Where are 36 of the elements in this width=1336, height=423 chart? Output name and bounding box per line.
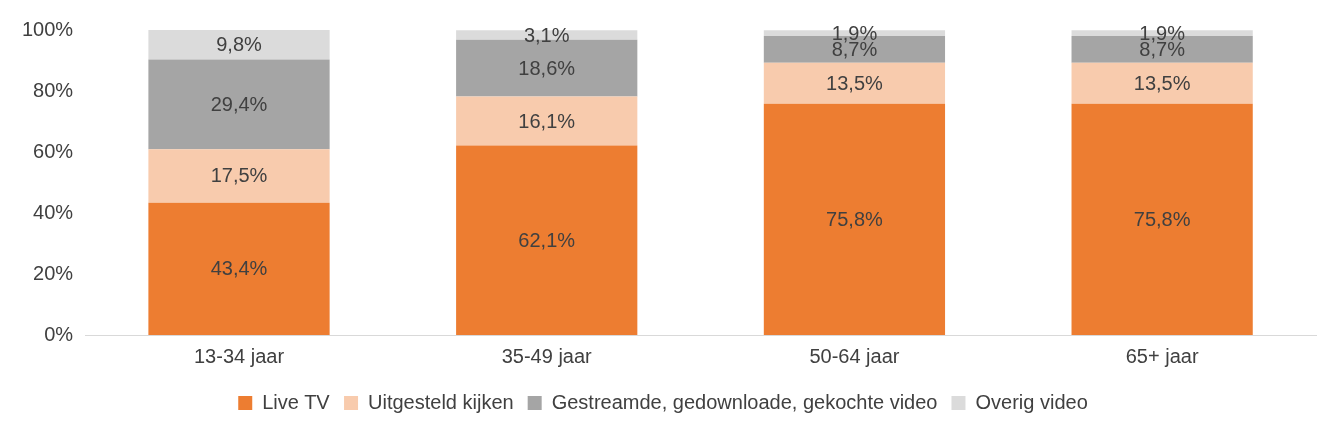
y-tick-label: 100% <box>22 17 74 40</box>
y-tick-label: 0% <box>44 322 74 345</box>
y-tick-label: 40% <box>33 200 74 223</box>
legend-label: Overig video <box>975 390 1088 413</box>
legend-label: Gestreamde, gedownloade, gekochte video <box>551 390 938 413</box>
bar <box>456 145 638 335</box>
y-tick-label: 20% <box>33 261 74 284</box>
y-tick-label: 60% <box>33 139 74 162</box>
bar <box>148 30 330 60</box>
bar <box>1071 103 1253 335</box>
bar <box>763 62 946 104</box>
bar <box>148 149 330 203</box>
data-label: 9,8% <box>216 33 263 56</box>
data-label: 3,1% <box>523 23 570 46</box>
bar <box>148 202 330 335</box>
data-label: 62,1% <box>518 228 576 251</box>
data-label: 18,6% <box>518 56 576 79</box>
data-label: 13,5% <box>826 71 883 94</box>
data-label: 75,8% <box>1133 207 1191 230</box>
x-tick-label: 13-34 jaar <box>193 344 285 367</box>
x-tick-label: 65+ jaar <box>1125 344 1199 367</box>
data-label: 13,5% <box>1133 71 1191 94</box>
bar <box>1071 62 1253 104</box>
data-label: 43,4% <box>210 257 268 280</box>
legend-label: Uitgesteld kijken <box>368 390 514 413</box>
data-label: 75,8% <box>826 207 883 230</box>
y-tick-label: 80% <box>33 78 74 101</box>
legend-label: Live TV <box>262 390 331 413</box>
bar <box>148 59 330 150</box>
x-tick-label: 35-49 jaar <box>501 344 593 367</box>
data-label: 17,5% <box>210 164 268 187</box>
data-label: 16,1% <box>518 109 576 132</box>
bar <box>763 103 946 335</box>
data-label: 29,4% <box>210 92 268 115</box>
x-tick-label: 50-64 jaar <box>809 344 900 367</box>
bar <box>456 96 638 146</box>
